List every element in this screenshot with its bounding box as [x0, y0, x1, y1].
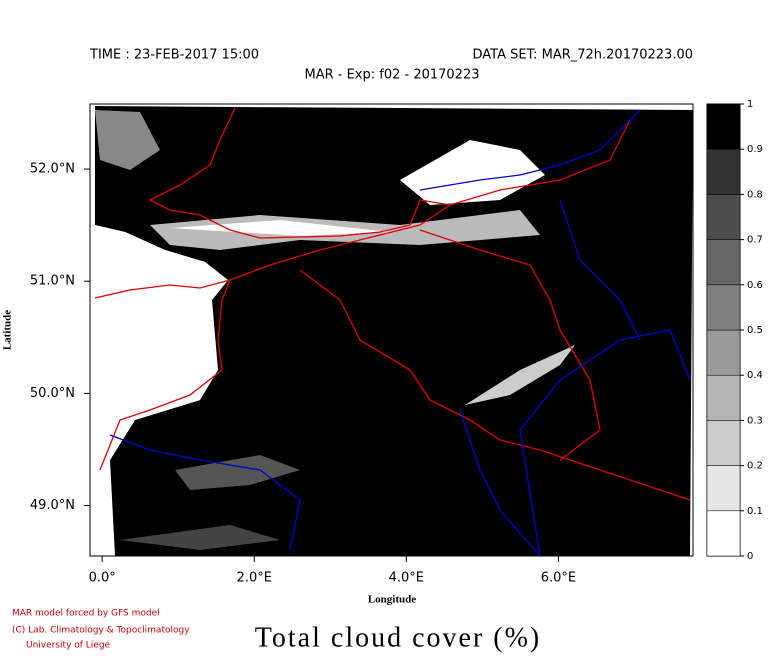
credit: MAR model forced by GFS model	[12, 609, 160, 619]
colorbar-level	[706, 329, 741, 376]
colorbar-tick-label: 0.1	[747, 506, 763, 517]
colorbar-tick-label: 0.3	[747, 415, 763, 426]
colorbar-tick-label: 0.9	[747, 144, 763, 155]
x-axis-label: Longitude	[368, 594, 416, 606]
colorbar-tick-label: 1	[747, 99, 753, 110]
colorbar-level	[706, 194, 741, 240]
colorbar-tick-label: 0	[747, 551, 753, 562]
x-tick-label: 6.0°E	[541, 571, 576, 586]
colorbar-level	[706, 420, 741, 466]
colorbar-level	[706, 374, 741, 421]
y-tick-label: 51.0°N	[30, 274, 75, 289]
dataset-label: DATA SET: MAR_72h.20170223.00	[472, 48, 693, 63]
y-tick-label: 52.0°N	[30, 162, 75, 177]
credit: University of Liege	[26, 641, 111, 651]
credit: (C) Lab. Climatology & Topoclimatology	[12, 626, 190, 636]
map-frame	[89, 103, 694, 557]
colorbar-level	[706, 510, 741, 557]
title: Total cloud cover (%)	[255, 622, 542, 653]
map-field	[90, 104, 693, 556]
colorbar-level	[706, 284, 741, 331]
colorbar-level	[706, 465, 741, 512]
subtitle: MAR - Exp: f02 - 20170223	[304, 68, 479, 83]
y-tick-label: 50.0°N	[30, 386, 75, 401]
x-tick-label: 4.0°E	[389, 571, 424, 586]
colorbar-tick-label: 0.7	[747, 235, 763, 246]
colorbar-tick-label: 0.2	[747, 461, 763, 472]
colorbar-level	[706, 103, 741, 150]
colorbar-tick-label: 0.5	[747, 325, 763, 336]
time-label: TIME : 23-FEB-2017 15:00	[89, 48, 259, 63]
colorbar-level	[706, 239, 741, 286]
colorbar-tick-label: 0.6	[747, 280, 763, 291]
colorbar-tick-label: 0.8	[747, 189, 763, 200]
colorbar-tick-label: 0.4	[747, 370, 763, 381]
x-tick-label: 0.0°	[89, 571, 116, 586]
x-tick-label: 2.0°E	[237, 571, 272, 586]
borders	[94, 107, 691, 557]
y-tick-label: 49.0°N	[30, 498, 75, 513]
y-axis-label: Latitude	[2, 310, 14, 350]
colorbar-level	[706, 148, 741, 195]
